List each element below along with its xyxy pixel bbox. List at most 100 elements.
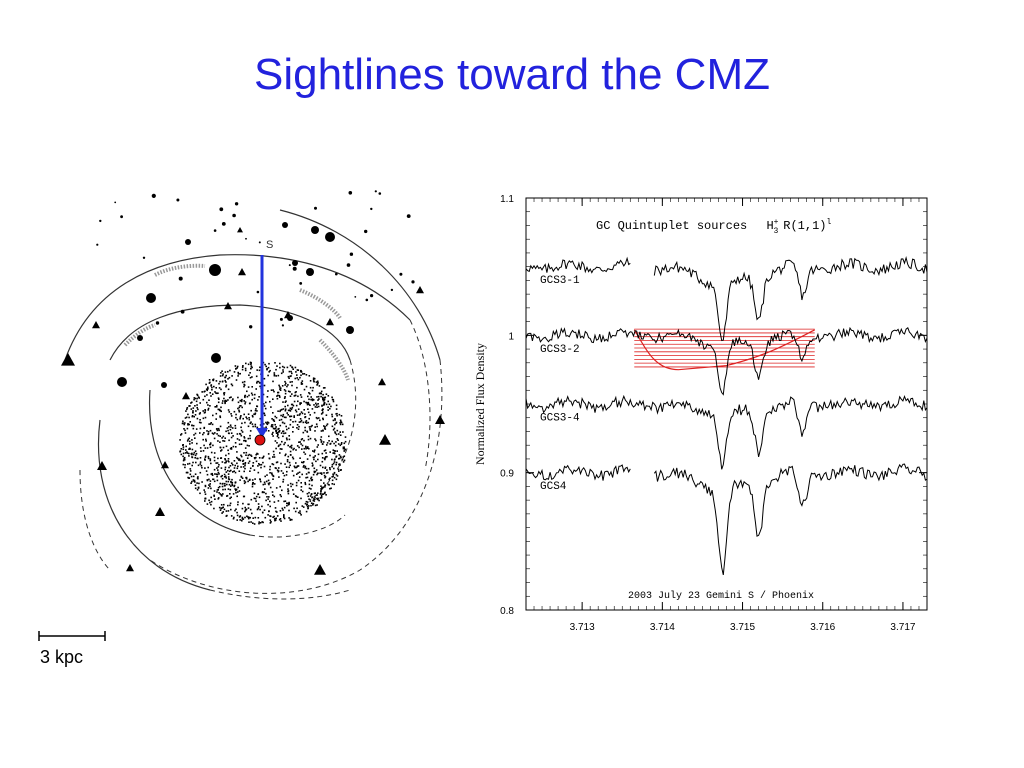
bulge-dot [204, 409, 207, 412]
bulge-dot [227, 458, 230, 460]
bulge-dot [255, 453, 257, 456]
bulge-dot [242, 365, 244, 367]
bulge-dot [208, 379, 211, 381]
bulge-dot [272, 475, 275, 478]
bulge-dot [265, 499, 267, 502]
bulge-dot [267, 482, 270, 485]
bulge-dot [339, 434, 342, 436]
bulge-dot [324, 466, 327, 469]
bulge-dot [248, 460, 251, 463]
star-marker [364, 229, 368, 234]
bulge-dot [312, 380, 315, 382]
bulge-dot [280, 470, 283, 472]
bulge-dot [224, 458, 227, 461]
bulge-dot [205, 470, 208, 472]
bulge-dot [214, 473, 216, 475]
bulge-dot [278, 386, 281, 388]
bulge-dot [284, 408, 287, 410]
bulge-dot [339, 464, 341, 466]
bulge-dot [188, 477, 190, 479]
bulge-dot [261, 505, 263, 508]
bulge-dot [222, 506, 224, 509]
bulge-dot [320, 390, 323, 393]
bulge-dot [303, 388, 306, 391]
bulge-dot [277, 410, 279, 412]
bulge-dot [215, 412, 218, 415]
bulge-dot [208, 484, 210, 486]
bulge-dot [210, 500, 213, 503]
bulge-dot [318, 385, 321, 387]
bulge-dot [289, 407, 292, 410]
bulge-dot [215, 406, 218, 408]
bulge-dot [192, 427, 195, 430]
bulge-dot [224, 468, 226, 471]
bulge-dot [245, 476, 247, 479]
bulge-dot [241, 368, 244, 371]
bulge-dot [323, 472, 325, 474]
bulge-dot [196, 406, 198, 409]
bulge-dot [317, 395, 320, 398]
bulge-dot [338, 413, 341, 416]
bulge-dot [182, 444, 184, 446]
bulge-dot [258, 496, 261, 499]
bulge-dot [296, 414, 299, 416]
bulge-dot [332, 400, 335, 403]
bulge-dot [298, 476, 301, 478]
bulge-dot [273, 420, 276, 422]
bulge-dot [293, 416, 295, 418]
bulge-dot [223, 503, 225, 506]
bulge-dot [308, 479, 311, 482]
star-marker [142, 256, 146, 259]
bulge-dot [206, 479, 209, 482]
bulge-dot [211, 472, 213, 475]
bulge-dot [326, 469, 328, 471]
bulge-dot [316, 494, 318, 496]
bulge-dot [204, 447, 207, 449]
bulge-dot [227, 480, 230, 483]
bulge-dot [300, 419, 303, 422]
bulge-dot [261, 491, 264, 493]
bulge-dot [335, 404, 338, 407]
bulge-dot [283, 506, 286, 509]
bulge-dot [320, 494, 323, 497]
bulge-dot [222, 511, 224, 513]
bulge-dot [328, 403, 331, 406]
bulge-dot [191, 442, 193, 444]
bulge-dot [291, 366, 294, 369]
highlight-outline [633, 329, 815, 371]
bulge-dot [299, 413, 301, 415]
bulge-dot [280, 432, 283, 434]
bulge-dot [238, 458, 241, 460]
bulge-dot [320, 436, 323, 438]
bulge-dot [299, 457, 301, 459]
bulge-dot [262, 455, 265, 458]
bulge-dot [304, 453, 307, 455]
bulge-dot [242, 502, 244, 505]
bulge-dot [249, 508, 252, 511]
bulge-dot [314, 455, 316, 457]
bulge-dot [274, 415, 276, 418]
bulge-dot [231, 464, 234, 466]
bulge-dot [193, 434, 195, 436]
bulge-dot [332, 475, 334, 478]
x-tick-label: 3.713 [570, 622, 595, 630]
bulge-dot [206, 447, 209, 449]
bulge-dot [230, 447, 233, 449]
hii-region-marker [325, 232, 335, 242]
bulge-dot [214, 391, 216, 393]
bulge-dot [188, 423, 190, 426]
bulge-dot [327, 409, 329, 411]
bulge-dot [247, 425, 250, 428]
bulge-dot [258, 522, 260, 525]
bulge-dot [343, 459, 346, 462]
bulge-dot [308, 375, 311, 377]
bulge-dot [245, 477, 248, 480]
bulge-dot [331, 479, 334, 482]
bulge-dot [249, 516, 251, 519]
bulge-dot [220, 457, 223, 459]
bulge-dot [266, 423, 269, 426]
bulge-dot [309, 380, 312, 382]
bulge-dot [277, 436, 280, 439]
bulge-dot [275, 416, 278, 419]
bulge-dot [332, 419, 335, 422]
